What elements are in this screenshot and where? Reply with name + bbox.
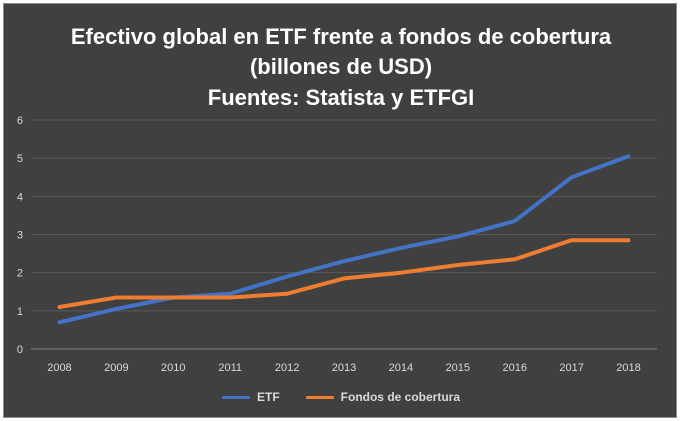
x-tick-label-2013: 2013 (332, 362, 356, 374)
legend-item-etf: ETF (221, 390, 280, 404)
series-line-etf (57, 154, 631, 325)
y-tick-label-2: 2 (17, 268, 23, 280)
series-line-fondos-de-cobertura (57, 238, 631, 309)
x-tick-label-2010: 2010 (161, 362, 185, 374)
y-tick-label-6: 6 (17, 115, 23, 127)
chart-title-line-2: (billones de USD) (249, 54, 433, 79)
x-tick-label-2012: 2012 (275, 362, 299, 374)
x-tick-label-2018: 2018 (616, 362, 640, 374)
legend-label-fondos: Fondos de cobertura (340, 390, 460, 404)
legend-item-fondos: Fondos de cobertura (305, 390, 460, 404)
x-tick-label-2009: 2009 (104, 362, 128, 374)
legend-swatch-fondos (305, 395, 334, 399)
x-tick-label-2016: 2016 (502, 362, 526, 374)
x-tick-label-2015: 2015 (446, 362, 470, 374)
x-tick-label-2011: 2011 (218, 362, 242, 374)
legend-label-etf: ETF (256, 390, 280, 404)
chart-frame: Efectivo global en ETF frente a fondos d… (3, 3, 677, 418)
y-tick-label-4: 4 (17, 191, 23, 203)
y-tick-label-5: 5 (17, 153, 23, 165)
chart-title-line-1: Efectivo global en ETF frente a fondos d… (70, 24, 612, 49)
legend-swatch-etf (221, 395, 250, 399)
y-tick-label-1: 1 (17, 306, 23, 318)
x-tick-label-2014: 2014 (389, 362, 413, 374)
chart-legend: ETF Fondos de cobertura (4, 390, 678, 404)
x-tick-label-2008: 2008 (47, 362, 71, 374)
y-tick-label-3: 3 (17, 230, 23, 242)
x-tick-label-2017: 2017 (559, 362, 583, 374)
y-tick-label-0: 0 (17, 344, 23, 356)
chart-title-line-3: Fuentes: Statista y ETFGI (207, 85, 475, 110)
line-chart-plot: 0 1 2 3 4 5 6 2008 2009 2010 2011 2012 2013 2014 2015 2… (17, 115, 657, 374)
